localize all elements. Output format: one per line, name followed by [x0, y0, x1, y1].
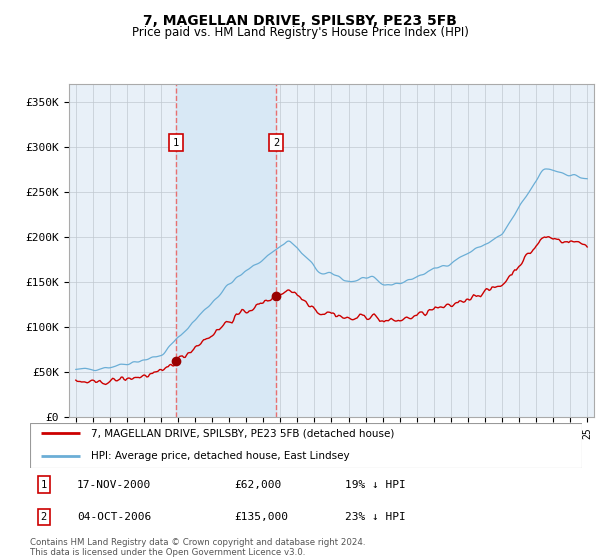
Text: £135,000: £135,000 [234, 512, 288, 522]
FancyBboxPatch shape [30, 423, 582, 468]
Text: Price paid vs. HM Land Registry's House Price Index (HPI): Price paid vs. HM Land Registry's House … [131, 26, 469, 39]
Text: 04-OCT-2006: 04-OCT-2006 [77, 512, 151, 522]
Bar [176, 84, 276, 417]
Text: 7, MAGELLAN DRIVE, SPILSBY, PE23 5FB (detached house): 7, MAGELLAN DRIVE, SPILSBY, PE23 5FB (de… [91, 428, 394, 438]
Text: 1: 1 [41, 479, 47, 489]
Text: 17-NOV-2000: 17-NOV-2000 [77, 479, 151, 489]
Text: Contains HM Land Registry data © Crown copyright and database right 2024.
This d: Contains HM Land Registry data © Crown c… [30, 538, 365, 557]
Text: 2: 2 [41, 512, 47, 522]
Text: 2: 2 [273, 138, 279, 147]
Text: 23% ↓ HPI: 23% ↓ HPI [344, 512, 406, 522]
Text: 7, MAGELLAN DRIVE, SPILSBY, PE23 5FB: 7, MAGELLAN DRIVE, SPILSBY, PE23 5FB [143, 14, 457, 28]
Text: £62,000: £62,000 [234, 479, 281, 489]
Text: 1: 1 [173, 138, 179, 147]
Text: 19% ↓ HPI: 19% ↓ HPI [344, 479, 406, 489]
Text: HPI: Average price, detached house, East Lindsey: HPI: Average price, detached house, East… [91, 450, 349, 460]
